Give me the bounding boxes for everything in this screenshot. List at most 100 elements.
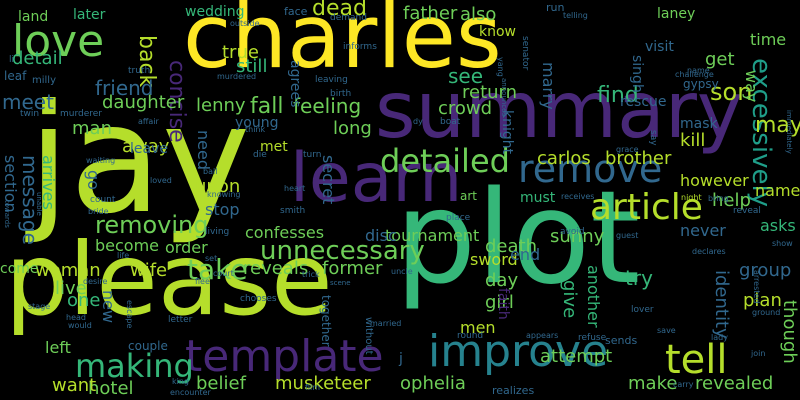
word-king: king: [172, 377, 190, 386]
word-also: also: [460, 4, 497, 25]
word-father: father: [403, 3, 458, 24]
word-lady: lady: [711, 333, 728, 342]
word-waiting: waiting: [86, 156, 116, 165]
word-letter: letter: [168, 315, 193, 325]
word-yang: yang: [496, 57, 505, 77]
word-find: find: [597, 83, 639, 108]
word-brother: brother: [605, 148, 672, 169]
word-bring: bring: [708, 194, 729, 203]
word-detail: detail: [12, 48, 63, 69]
word-towards: towards: [3, 200, 11, 228]
word-return: return: [462, 82, 518, 103]
word-belief: belief: [196, 373, 246, 394]
word-must: must: [520, 190, 556, 206]
word-away: away: [122, 136, 170, 157]
word-man: man: [72, 118, 112, 139]
word-make: make: [628, 373, 678, 394]
word-removing: removing: [95, 211, 209, 239]
word-disc: disc: [365, 226, 397, 245]
word-never: never: [680, 221, 726, 240]
word-time: time: [750, 30, 787, 49]
word-need: need: [194, 130, 213, 170]
word-declares: declares: [692, 247, 726, 256]
word-girl: girl: [485, 292, 514, 313]
word-give: give: [559, 280, 580, 319]
word-knight: knight: [499, 110, 515, 155]
word-daughter: daughter: [102, 92, 185, 113]
word-encounter: encounter: [170, 388, 211, 397]
word-true: true: [222, 42, 259, 63]
word-dead: dead: [312, 0, 367, 21]
word-set: set: [205, 254, 218, 263]
word-run: run: [546, 1, 565, 14]
word-visit: visit: [645, 39, 674, 55]
word-receives: receives: [561, 192, 595, 201]
word-refuse: refuse: [578, 333, 607, 343]
word-outside: outside: [230, 19, 260, 28]
word-tell: tell: [665, 337, 728, 383]
word-met: met: [260, 139, 288, 155]
word-come: come: [0, 261, 39, 277]
word-unable: unable: [35, 192, 43, 216]
word-reveal: reveal: [733, 206, 761, 216]
word-name: name: [687, 66, 710, 75]
word-laney: laney: [657, 6, 696, 22]
word-live: live: [55, 278, 87, 299]
word-save: save: [657, 326, 676, 335]
word-men: men: [460, 318, 496, 337]
word-gypsy: gypsy: [683, 77, 719, 91]
word-murdered: murdered: [217, 72, 257, 81]
word-improve: improve: [428, 326, 609, 377]
word-announces: announces: [500, 78, 508, 117]
word-friend: friend: [95, 76, 154, 100]
word-murderer: murderer: [60, 109, 103, 119]
word-face: face: [284, 5, 308, 18]
word-making: making: [75, 347, 194, 385]
word-later: later: [73, 7, 106, 23]
word-senator: senator: [520, 36, 530, 71]
word-li: li: [9, 55, 15, 65]
word-uncle: uncle: [391, 267, 413, 276]
word-confesses: confesses: [245, 223, 325, 242]
word-wedding: wedding: [185, 4, 245, 20]
word-married: married: [370, 319, 402, 328]
word-heart: heart: [284, 184, 306, 193]
word-sword: sword: [470, 250, 518, 269]
word-crowd: crowd: [438, 98, 493, 119]
word-truth: truth: [128, 66, 151, 76]
word-revealed: revealed: [695, 373, 774, 394]
word-death: death: [485, 236, 537, 257]
word-twin: twin: [20, 109, 40, 119]
word-count: count: [90, 195, 116, 205]
word-help: help: [712, 190, 751, 211]
word-plan: plan: [743, 290, 782, 311]
word-wife: wife: [130, 260, 168, 281]
word-want: want: [52, 375, 97, 396]
word-woman: woman: [35, 260, 101, 281]
word-identity: identity: [711, 270, 732, 339]
word-excessively: excessively: [746, 58, 776, 208]
word-stage: stage: [28, 302, 51, 311]
word-demand: demand: [330, 13, 367, 23]
word-arrested: arrested: [752, 270, 761, 304]
word-leaving: leaving: [315, 75, 348, 85]
word-way: way: [742, 70, 761, 103]
word-asks: asks: [760, 216, 796, 235]
word-fall: fall: [250, 94, 284, 119]
word-land: land: [18, 9, 49, 25]
word-please: please: [5, 221, 333, 338]
word-message: message: [18, 155, 42, 245]
word-leave: leave: [130, 141, 168, 157]
word-life: life: [117, 251, 130, 260]
word-group: group: [739, 260, 792, 281]
word-desire: desire: [83, 277, 108, 286]
word-bride: bride: [88, 207, 109, 216]
word-art: art: [460, 189, 477, 203]
word-show: show: [772, 239, 793, 248]
word-learn: learn: [290, 139, 463, 218]
word-lover: lover: [631, 305, 654, 315]
word-arrives: arrives: [39, 155, 58, 210]
word-escape: escape: [125, 300, 134, 329]
word-sunny: sunny: [550, 226, 605, 247]
